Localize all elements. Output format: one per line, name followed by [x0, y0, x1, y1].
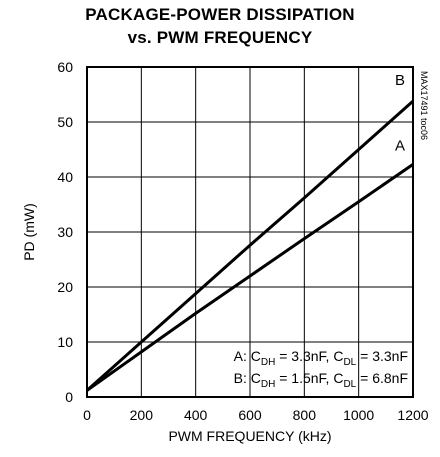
y-axis-title: PD (mW) — [21, 203, 37, 261]
x-tick-label-800: 800 — [293, 407, 317, 423]
annotation-b-mid: = 1.5nF, C — [275, 370, 343, 386]
x-tick-label-600: 600 — [238, 407, 262, 423]
annotation-b-sub1: DH — [261, 379, 275, 390]
annotation-b-suffix: = 6.8nF — [356, 370, 408, 386]
x-tick-label-1000: 1000 — [343, 407, 374, 423]
series-lines — [86, 99, 414, 392]
annotation-b-sub2: DL — [343, 379, 356, 390]
figure-id: MAX17491 toc06 — [419, 71, 429, 140]
x-axis-title: PWM FREQUENCY (kHz) — [168, 428, 331, 444]
series-label-a: A — [395, 137, 405, 154]
x-tick-label-200: 200 — [130, 407, 154, 423]
plot-frame — [86, 66, 414, 398]
y-tick-label-0: 0 — [65, 389, 73, 405]
series-label-b: B — [395, 72, 405, 89]
y-tick-label-30: 30 — [57, 224, 73, 240]
annotation-a-sub2: DL — [343, 357, 356, 368]
annotation-b: B: CDH = 1.5nF, CDL = 6.8nF — [234, 370, 408, 390]
series-line-b — [86, 99, 414, 392]
annotation-a: A: CDH = 3.3nF, CDL = 3.3nF — [234, 348, 408, 368]
x-tick-label-400: 400 — [184, 407, 208, 423]
annotation-a-prefix: A: C — [234, 348, 261, 364]
annotation-a-mid: = 3.3nF, C — [275, 348, 343, 364]
annotation-b-prefix: B: C — [234, 370, 261, 386]
annotation-a-suffix: = 3.3nF — [356, 348, 408, 364]
chart-title-line-1: PACKAGE-POWER DISSIPATION — [85, 5, 355, 24]
chart-title-line-2: vs. PWM FREQUENCY — [127, 28, 313, 47]
y-tick-label-50: 50 — [57, 114, 73, 130]
y-tick-label-40: 40 — [57, 169, 73, 185]
series-line-a — [86, 163, 414, 392]
y-tick-label-20: 20 — [57, 279, 73, 295]
y-tick-label-60: 60 — [57, 59, 73, 75]
y-tick-label-10: 10 — [57, 334, 73, 350]
annotation-a-sub1: DH — [261, 357, 275, 368]
tick-labels: 0 200 400 600 800 1000 1200 0 10 20 30 40 50 60 — [57, 59, 428, 423]
x-tick-label-0: 0 — [83, 407, 91, 423]
x-tick-label-1200: 1200 — [397, 407, 428, 423]
